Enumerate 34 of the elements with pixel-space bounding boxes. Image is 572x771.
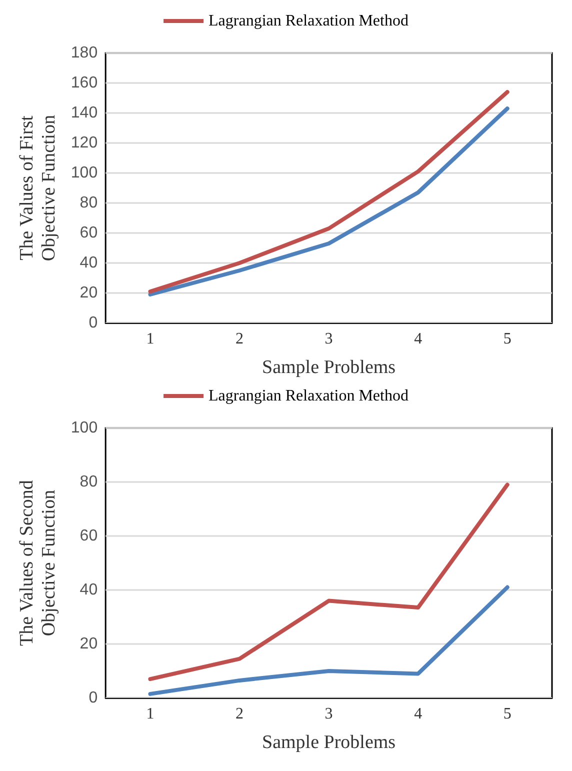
line-series	[148, 585, 510, 696]
y-tick-label: 20	[80, 284, 98, 302]
x-tick-label: 5	[503, 706, 512, 722]
x-axis-title: Sample Problems	[262, 357, 396, 378]
x-tick-label: 4	[414, 706, 422, 722]
x-axis-title: Sample Problems	[262, 732, 396, 753]
x-tick-label: 5	[503, 330, 512, 348]
x-tick-label: 3	[324, 330, 333, 348]
x-tick-label: 3	[324, 706, 333, 722]
y-tick-label: 100	[70, 164, 98, 182]
y-axis-title: The Values of First Objective Function	[16, 114, 60, 262]
y-axis-title: The Values of Second Objective Function	[16, 480, 60, 646]
legend-label: Lagrangian Relaxation Method	[208, 12, 408, 30]
y-tick-label: 80	[80, 474, 98, 490]
x-tick-label: 1	[146, 706, 154, 722]
x-tick-label: 2	[236, 706, 244, 722]
y-tick-label: 180	[70, 44, 98, 62]
y-tick-label: 140	[70, 104, 98, 122]
y-tick-label: 0	[88, 690, 98, 706]
y-tick-label: 60	[80, 224, 98, 242]
y-tick-label: 160	[70, 74, 98, 92]
y-tick-label: 40	[80, 254, 98, 272]
y-tick-label: 60	[80, 528, 98, 544]
x-tick-label: 2	[236, 330, 244, 348]
y-tick-label: 20	[80, 636, 98, 652]
y-tick-label: 100	[70, 420, 98, 436]
y-tick-label: 0	[88, 314, 98, 332]
line-series	[148, 482, 510, 682]
y-tick-label: 80	[80, 194, 98, 212]
x-tick-label: 1	[146, 330, 154, 348]
y-tick-label: 40	[80, 582, 98, 598]
y-tick-label: 120	[70, 134, 98, 152]
legend-label: Lagrangian Relaxation Method	[208, 388, 408, 404]
x-tick-label: 4	[414, 330, 422, 348]
